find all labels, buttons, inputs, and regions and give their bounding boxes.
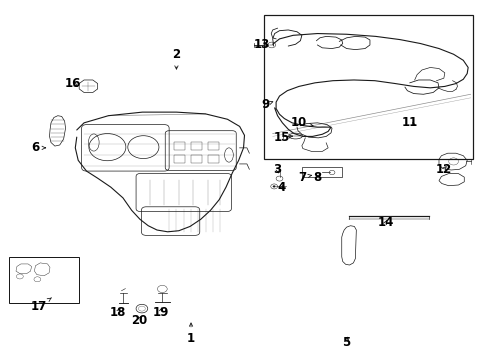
Text: 10: 10 — [290, 116, 312, 129]
Text: 2: 2 — [172, 49, 180, 69]
Text: 6: 6 — [31, 141, 45, 154]
Text: 13: 13 — [253, 38, 269, 51]
Bar — [264, 15, 472, 159]
Bar — [207, 143, 218, 150]
Bar — [9, 257, 79, 303]
Bar — [174, 143, 184, 150]
Text: 15: 15 — [273, 131, 292, 144]
Text: 5: 5 — [342, 336, 350, 349]
Text: 18: 18 — [110, 306, 126, 319]
Text: 8: 8 — [313, 171, 321, 184]
Text: 4: 4 — [277, 181, 285, 194]
Text: 7: 7 — [297, 171, 311, 184]
Text: 12: 12 — [435, 163, 451, 176]
Bar — [207, 155, 218, 163]
Text: 19: 19 — [152, 306, 169, 319]
Text: 14: 14 — [377, 216, 393, 229]
Text: 17: 17 — [30, 298, 51, 313]
Bar — [174, 155, 184, 163]
Text: 11: 11 — [401, 116, 417, 129]
Text: 20: 20 — [131, 314, 147, 327]
Text: 9: 9 — [261, 98, 272, 111]
Circle shape — [272, 185, 275, 188]
Text: 16: 16 — [65, 77, 81, 90]
Text: 1: 1 — [186, 323, 195, 346]
Bar — [191, 155, 201, 163]
Bar — [191, 143, 201, 150]
Text: 3: 3 — [273, 163, 281, 176]
Bar — [301, 167, 341, 177]
